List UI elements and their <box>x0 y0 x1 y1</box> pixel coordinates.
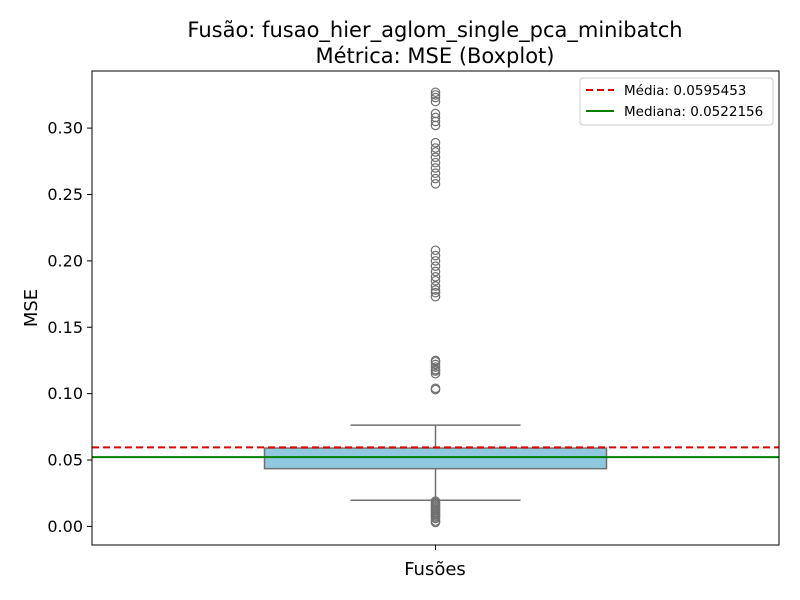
legend-label: Mediana: 0.0522156 <box>624 104 763 120</box>
legend: Média: 0.0595453 Mediana: 0.0522156 <box>579 77 774 126</box>
y-tick-label: 0.30 <box>47 119 83 138</box>
outlier-point <box>430 157 441 168</box>
outlier-point <box>430 383 441 394</box>
outlier-point <box>430 355 441 366</box>
box-iqr <box>263 447 608 470</box>
outlier-point <box>430 152 441 163</box>
outlier-point <box>430 112 441 123</box>
legend-box <box>579 77 774 126</box>
outlier-point <box>430 87 441 98</box>
outlier-point <box>430 92 441 103</box>
y-tick-label: 0.25 <box>47 185 83 204</box>
outlier-point <box>430 173 441 184</box>
x-axis-label: Fusões <box>404 559 466 580</box>
outlier-point <box>430 275 441 286</box>
chart-subtitle: Métrica: MSE (Boxplot) <box>316 44 555 68</box>
outlier-point <box>430 287 441 298</box>
outlier-point <box>430 368 441 379</box>
outlier-point <box>430 143 441 153</box>
y-axis: 0.00 0.05 0.10 0.15 0.20 0.25 0.30 <box>47 119 92 536</box>
y-tick-label: 0.00 <box>47 517 83 536</box>
y-tick-label: 0.05 <box>47 451 83 470</box>
outlier-point <box>430 285 441 295</box>
outlier-point <box>430 261 441 271</box>
y-tick-label: 0.15 <box>47 318 83 337</box>
outlier-point <box>430 168 441 179</box>
outlier-point <box>430 496 441 506</box>
outlier-point <box>430 108 441 119</box>
outlier-point <box>430 256 441 266</box>
y-tick-label: 0.10 <box>47 384 83 403</box>
y-tick-label: 0.20 <box>47 251 83 270</box>
outlier-point <box>430 147 441 157</box>
outlier-point <box>430 362 441 372</box>
outlier-point <box>430 271 441 282</box>
outlier-point <box>430 266 441 277</box>
outlier-point <box>430 137 441 148</box>
legend-label: Média: 0.0595453 <box>624 83 746 99</box>
outlier-point <box>430 245 441 256</box>
outlier-point <box>430 359 441 370</box>
y-axis-label: MSE <box>21 289 42 327</box>
outlier-point <box>430 281 441 291</box>
outlier-point <box>430 163 441 173</box>
chart-title: Fusão: fusao_hier_aglom_single_pca_minib… <box>187 18 682 43</box>
outlier-point <box>430 250 441 261</box>
outlier-point <box>430 179 441 189</box>
outlier-point <box>430 90 441 100</box>
plot-area <box>92 87 779 528</box>
outlier-point <box>430 291 441 302</box>
outlier-point <box>430 96 441 107</box>
